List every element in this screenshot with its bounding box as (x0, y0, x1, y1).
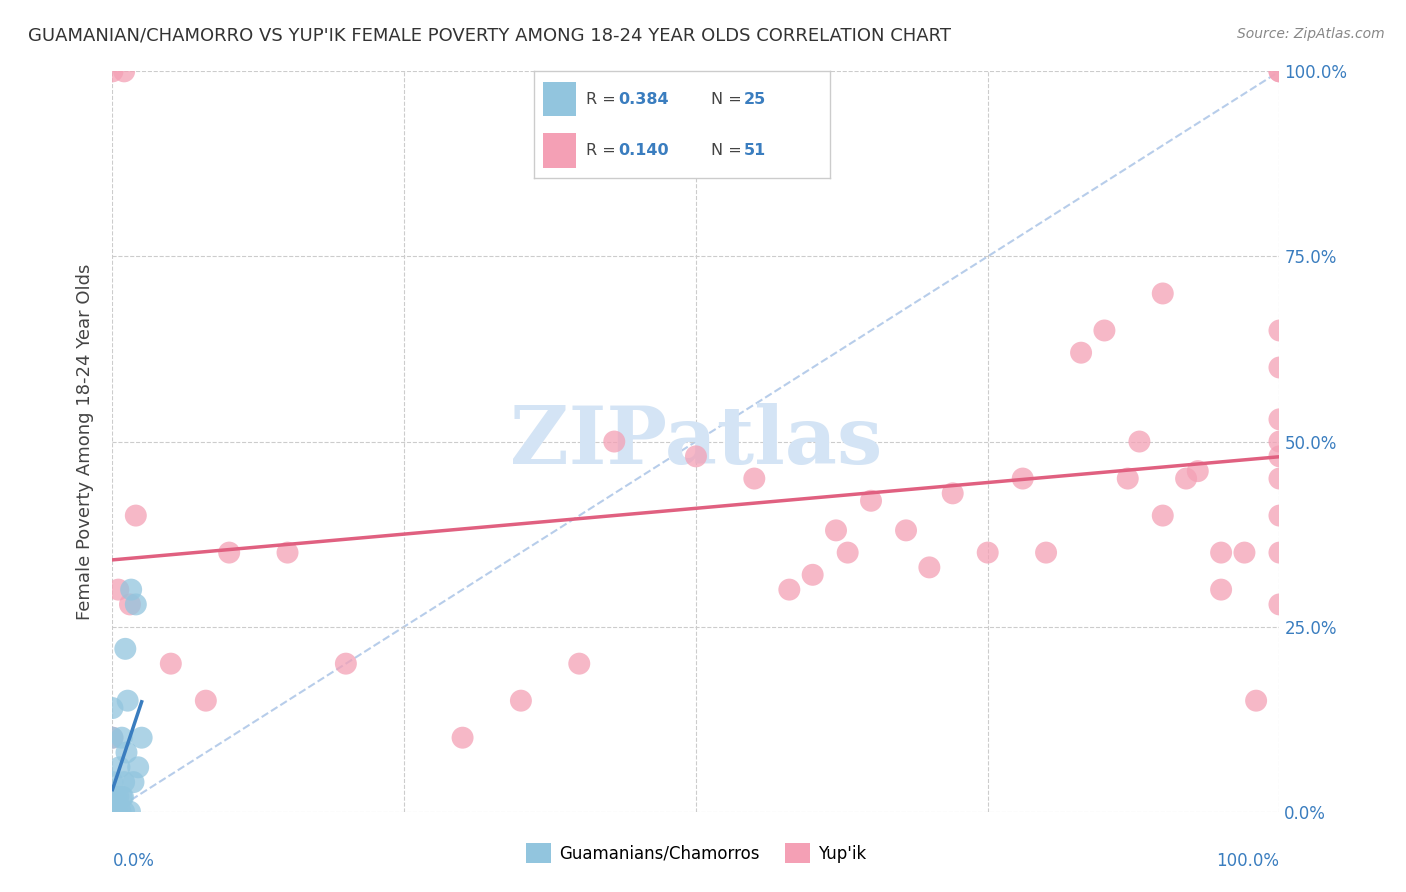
Point (131, 731, 153, 745)
Point (860, 493, 883, 508)
Point (918, 560, 941, 574)
Point (101, 789, 124, 804)
Point (1187, 464, 1209, 478)
Point (1152, 286, 1174, 301)
Point (120, 582, 142, 597)
Text: 0.140: 0.140 (619, 143, 669, 158)
Point (1268, 598, 1291, 612)
Point (218, 546, 240, 560)
Point (107, 789, 129, 804)
Bar (543, 82, 575, 116)
Point (112, 64, 135, 78)
Point (107, 582, 129, 597)
Point (451, 731, 474, 745)
Point (801, 567, 824, 582)
Point (976, 546, 998, 560)
Point (111, 789, 134, 804)
Bar (543, 134, 575, 168)
Point (1175, 471, 1198, 485)
Point (744, 471, 766, 485)
Point (101, 775, 124, 789)
Point (104, 805, 127, 819)
Point (942, 486, 965, 500)
Point (603, 434, 626, 449)
Point (112, 805, 135, 819)
Point (194, 694, 217, 708)
Point (1268, 546, 1291, 560)
Point (160, 657, 183, 671)
Legend: Guamanians/Chamorros, Yup'ik: Guamanians/Chamorros, Yup'ik (519, 837, 873, 870)
Point (118, 805, 141, 819)
Text: 51: 51 (744, 143, 766, 158)
Point (1152, 508, 1174, 523)
Point (894, 524, 917, 538)
Point (111, 789, 134, 804)
Point (1268, 412, 1291, 426)
Point (1209, 582, 1232, 597)
Text: 0.384: 0.384 (619, 92, 669, 107)
Point (1094, 324, 1116, 338)
Text: N =: N = (711, 143, 748, 158)
Point (837, 546, 859, 560)
Point (105, 805, 128, 819)
Point (125, 598, 148, 612)
Point (115, 746, 138, 760)
Point (101, 64, 124, 78)
Point (335, 657, 357, 671)
Text: ZIPatlas: ZIPatlas (510, 402, 882, 481)
Text: N =: N = (711, 92, 748, 107)
Text: GUAMANIAN/CHAMORRO VS YUP'IK FEMALE POVERTY AMONG 18-24 YEAR OLDS CORRELATION CH: GUAMANIAN/CHAMORRO VS YUP'IK FEMALE POVE… (28, 27, 950, 45)
Text: R =: R = (586, 143, 621, 158)
Point (1244, 694, 1267, 708)
Point (111, 731, 134, 745)
Point (1209, 546, 1232, 560)
Text: 0.0%: 0.0% (112, 853, 155, 871)
Point (1268, 360, 1291, 375)
Point (1116, 471, 1139, 485)
Point (685, 450, 707, 464)
Point (1233, 546, 1256, 560)
Point (108, 760, 131, 774)
Point (276, 546, 298, 560)
Point (125, 508, 148, 523)
Text: 25: 25 (744, 92, 766, 107)
Point (104, 789, 127, 804)
Point (112, 775, 135, 789)
Point (101, 731, 124, 745)
Point (101, 731, 124, 745)
Point (1128, 434, 1150, 449)
Point (509, 694, 531, 708)
Point (1070, 345, 1092, 359)
Point (1268, 434, 1291, 449)
Point (122, 775, 145, 789)
Text: R =: R = (586, 92, 621, 107)
Point (1268, 64, 1291, 78)
Y-axis label: Female Poverty Among 18-24 Year Olds: Female Poverty Among 18-24 Year Olds (76, 263, 94, 620)
Point (825, 524, 848, 538)
Point (101, 805, 124, 819)
Point (127, 760, 149, 774)
Point (114, 641, 136, 656)
Point (117, 694, 139, 708)
Text: 100.0%: 100.0% (1216, 853, 1279, 871)
Point (118, 598, 141, 612)
Point (110, 805, 132, 819)
Text: Source: ZipAtlas.com: Source: ZipAtlas.com (1237, 27, 1385, 41)
Point (778, 582, 800, 597)
Point (1268, 450, 1291, 464)
Point (568, 657, 591, 671)
Point (1268, 508, 1291, 523)
Point (1268, 324, 1291, 338)
Point (1268, 471, 1291, 485)
Point (1035, 546, 1057, 560)
Point (1011, 471, 1033, 485)
Point (1268, 64, 1291, 78)
Point (101, 701, 124, 715)
